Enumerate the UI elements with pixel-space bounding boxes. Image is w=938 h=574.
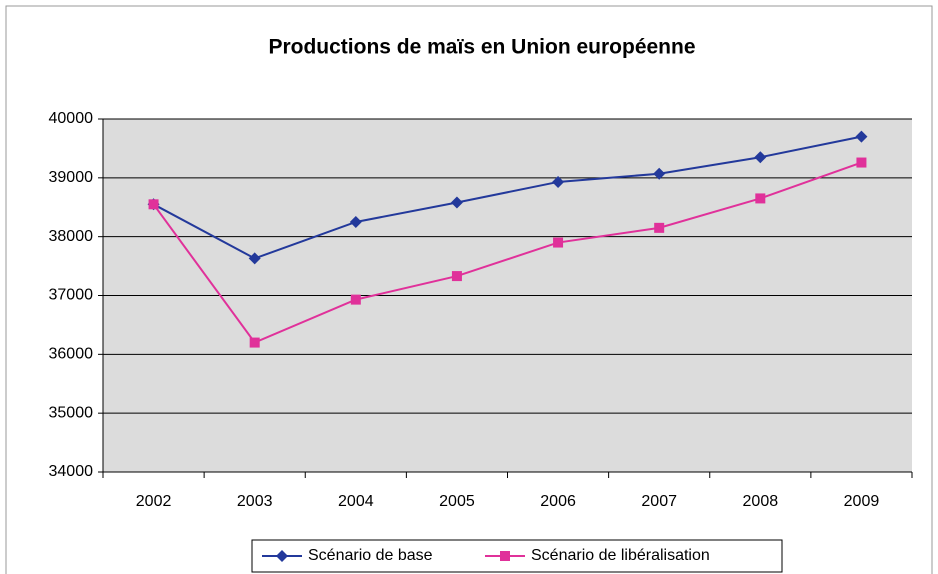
chart-title: Productions de maïs en Union européenne <box>268 36 695 59</box>
x-tick-label: 2003 <box>237 493 273 510</box>
x-tick-label: 2009 <box>844 493 880 510</box>
y-tick-label: 39000 <box>49 169 94 186</box>
legend-label: Scénario de base <box>308 547 433 564</box>
y-tick-label: 36000 <box>49 346 94 363</box>
series-line <box>152 161 862 344</box>
point <box>349 215 362 228</box>
point <box>249 337 260 348</box>
point <box>553 237 564 248</box>
point <box>653 167 666 180</box>
series-line <box>153 135 862 260</box>
legend-label: Scénario de libéralisation <box>531 547 710 564</box>
x-tick-label: 2002 <box>136 493 172 510</box>
point <box>148 199 159 210</box>
legend-marker <box>500 551 510 561</box>
x-tick-label: 2006 <box>540 493 576 510</box>
point <box>754 151 767 164</box>
point <box>755 193 766 204</box>
point <box>856 157 867 168</box>
y-tick-label: 38000 <box>49 228 94 245</box>
point <box>552 175 565 188</box>
point <box>451 271 462 282</box>
y-tick-label: 40000 <box>49 110 94 127</box>
legend-marker <box>276 550 288 562</box>
point <box>350 294 361 305</box>
point <box>855 130 868 143</box>
y-tick-label: 35000 <box>49 404 94 421</box>
x-tick-label: 2007 <box>641 493 677 510</box>
y-tick-label: 34000 <box>49 463 94 480</box>
x-tick-label: 2008 <box>743 493 779 510</box>
y-tick-label: 37000 <box>49 287 94 304</box>
point <box>654 222 665 233</box>
x-tick-label: 2005 <box>439 493 475 510</box>
point <box>450 196 463 209</box>
point <box>248 252 261 265</box>
x-tick-label: 2004 <box>338 493 374 510</box>
